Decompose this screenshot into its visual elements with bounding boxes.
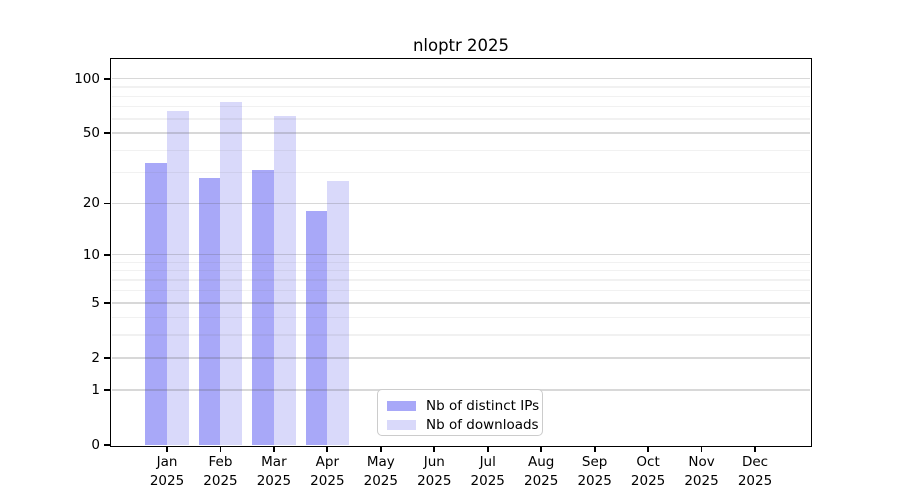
y-tick-label-20: 20 xyxy=(82,195,100,212)
y-tick-5 xyxy=(104,301,111,304)
y-tick-1 xyxy=(104,389,111,391)
legend-swatch-distinct-ips xyxy=(387,400,416,412)
x-tick-label-nov: Nov 2025 xyxy=(684,454,719,489)
x-tick-label-jun: Jun 2025 xyxy=(417,454,452,489)
x-tick-label-mar: Mar 2025 xyxy=(256,454,292,489)
x-tick-sep xyxy=(593,446,596,452)
gridline-major-5 xyxy=(112,302,810,304)
x-tick-mar xyxy=(273,446,275,452)
x-tick-label-may: May 2025 xyxy=(363,454,398,489)
gridline-minor-90 xyxy=(112,86,810,88)
bar-distinct-ips-jan xyxy=(145,162,167,445)
legend-label-downloads: Nb of downloads xyxy=(426,417,539,433)
y-tick-2 xyxy=(104,356,111,359)
x-tick-oct xyxy=(647,446,649,452)
gridline-major-20 xyxy=(112,202,810,205)
gridline-minor-9 xyxy=(112,261,810,263)
gridline-major-2 xyxy=(112,357,810,359)
x-tick-may xyxy=(379,446,382,452)
x-tick-apr xyxy=(326,446,329,452)
x-tick-jun xyxy=(433,446,436,452)
y-tick-label-2: 2 xyxy=(91,349,100,366)
gridline-minor-3 xyxy=(112,334,810,336)
x-tick-jul xyxy=(486,446,489,452)
y-tick-10 xyxy=(104,253,111,256)
gridline-major-50 xyxy=(112,132,810,134)
x-tick-label-jul: Jul 2025 xyxy=(470,454,505,489)
y-tick-label-10: 10 xyxy=(82,246,100,263)
gridline-minor-70 xyxy=(112,106,810,108)
x-tick-label-aug: Aug 2025 xyxy=(523,454,559,489)
gridline-minor-7 xyxy=(112,279,810,281)
bar-downloads-apr xyxy=(327,180,349,445)
chart-title: nloptr 2025 xyxy=(412,36,510,55)
y-tick-50 xyxy=(104,132,111,134)
legend-row-distinct-ips: Nb of distinct IPs xyxy=(387,397,542,415)
y-tick-label-100: 100 xyxy=(74,70,100,87)
bar-distinct-ips-mar xyxy=(252,170,274,445)
x-tick-label-sep: Sep 2025 xyxy=(577,454,612,489)
bar-downloads-jan xyxy=(167,111,189,445)
bar-distinct-ips-apr xyxy=(305,211,328,445)
y-tick-0 xyxy=(104,444,111,446)
bar-downloads-feb xyxy=(220,102,243,445)
gridline-minor-30 xyxy=(112,171,810,174)
gridline-major-100 xyxy=(112,78,810,80)
x-tick-label-apr: Apr 2025 xyxy=(310,454,345,489)
x-tick-label-feb: Feb 2025 xyxy=(203,454,238,489)
y-tick-label-5: 5 xyxy=(91,294,100,311)
legend-row-downloads: Nb of downloads xyxy=(387,416,542,434)
legend-swatch-downloads xyxy=(387,419,416,431)
y-tick-100 xyxy=(104,77,111,80)
x-tick-label-dec: Dec 2025 xyxy=(737,454,773,489)
y-tick-20 xyxy=(104,202,111,205)
x-tick-label-jan: Jan 2025 xyxy=(149,454,185,489)
y-tick-label-1: 1 xyxy=(91,382,100,398)
x-tick-dec xyxy=(754,446,756,452)
gridline-minor-80 xyxy=(112,95,810,97)
y-tick-label-50: 50 xyxy=(82,125,100,142)
gridline-minor-8 xyxy=(112,269,810,272)
gridline-minor-60 xyxy=(112,118,810,120)
legend: Nb of distinct IPs Nb of downloads xyxy=(377,389,543,436)
x-tick-aug xyxy=(540,446,543,452)
x-tick-nov xyxy=(700,446,703,452)
gridline-major-10 xyxy=(112,254,810,256)
gridline-minor-4 xyxy=(112,316,810,318)
x-tick-feb xyxy=(219,446,222,452)
legend-label-distinct-ips: Nb of distinct IPs xyxy=(426,398,540,414)
y-tick-label-0: 0 xyxy=(91,437,100,453)
bar-downloads-mar xyxy=(273,116,296,445)
plot-area xyxy=(110,58,812,447)
x-tick-label-oct: Oct 2025 xyxy=(630,454,666,489)
gridline-minor-6 xyxy=(112,289,810,292)
x-tick-jan xyxy=(166,446,168,452)
gridline-minor-40 xyxy=(112,149,810,152)
bar-distinct-ips-feb xyxy=(198,177,221,445)
